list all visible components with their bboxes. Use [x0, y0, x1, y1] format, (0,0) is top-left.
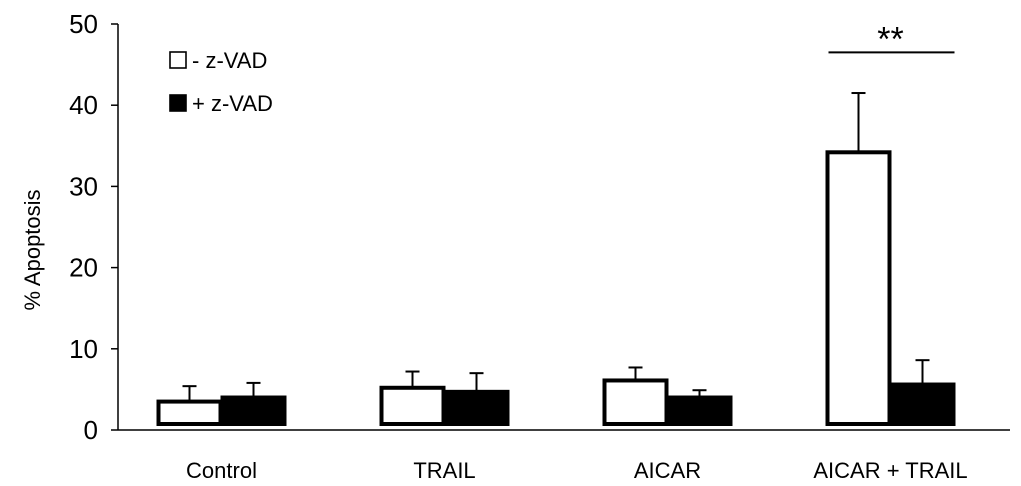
category-label: AICAR + TRAIL — [813, 458, 967, 483]
bar — [666, 395, 733, 426]
bar — [889, 382, 956, 427]
bar — [602, 378, 669, 426]
legend-label-plus-zvad: + z-VAD — [192, 91, 273, 116]
bar — [220, 395, 287, 426]
bar — [443, 389, 510, 426]
y-axis-label: % Apoptosis — [20, 189, 45, 310]
legend: - z-VAD + z-VAD — [169, 48, 273, 116]
y-tick-label: 30 — [69, 171, 98, 201]
y-ticks: 0 10 20 30 40 50 — [69, 9, 118, 445]
category-label: TRAIL — [413, 458, 475, 483]
axes — [117, 24, 1010, 431]
y-tick-label: 0 — [84, 415, 98, 445]
legend-label-minus-zvad: - z-VAD — [192, 48, 267, 73]
bar — [379, 385, 446, 426]
y-tick-label: 50 — [69, 9, 98, 39]
category-labels: Control TRAIL AICAR AICAR + TRAIL — [186, 458, 968, 483]
significance-marker: ** — [877, 20, 903, 58]
significance-annotation: ** — [828, 20, 955, 58]
y-tick-label: 40 — [69, 90, 98, 120]
y-tick-label: 10 — [69, 334, 98, 364]
bar — [156, 399, 223, 426]
legend-swatch-plus-zvad — [169, 94, 187, 112]
category-label: AICAR — [634, 458, 701, 483]
bar — [825, 150, 892, 427]
bars — [156, 92, 956, 427]
category-label: Control — [186, 458, 257, 483]
y-tick-label: 20 — [69, 253, 98, 283]
legend-swatch-minus-zvad — [169, 51, 187, 69]
